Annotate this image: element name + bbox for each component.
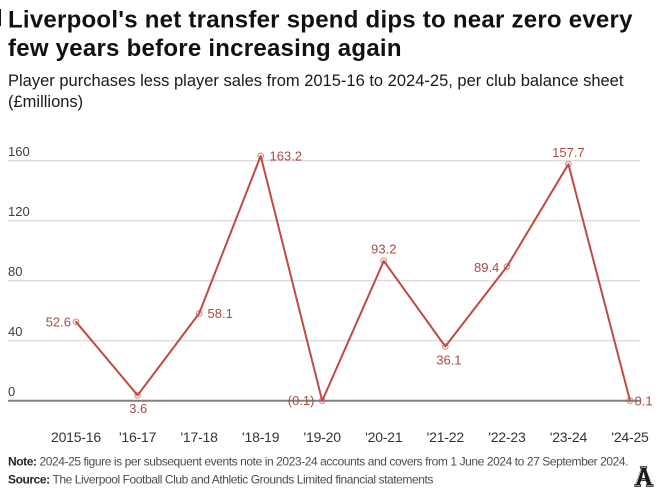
- svg-text:36.1: 36.1: [436, 352, 461, 367]
- svg-text:few years before increasing ag: few years before increasing again: [8, 35, 402, 62]
- svg-text:'24-25: '24-25: [611, 429, 649, 445]
- svg-text:2015-16: 2015-16: [51, 429, 101, 445]
- svg-text:'23-24: '23-24: [550, 429, 588, 445]
- svg-text:'18-19: '18-19: [242, 429, 280, 445]
- svg-text:0.1: 0.1: [635, 394, 653, 409]
- svg-text:'20-21: '20-21: [365, 429, 403, 445]
- svg-text:89.4: 89.4: [474, 260, 499, 275]
- svg-text:'16-17: '16-17: [119, 429, 157, 445]
- svg-text:163.2: 163.2: [270, 149, 303, 164]
- svg-text:Liverpool's net transfer spend: Liverpool's net transfer spend dips to n…: [8, 6, 633, 33]
- svg-text:40: 40: [8, 324, 22, 339]
- svg-text:157.7: 157.7: [552, 145, 585, 160]
- svg-text:80: 80: [8, 264, 22, 279]
- svg-text:'22-23: '22-23: [488, 429, 526, 445]
- svg-text:160: 160: [8, 144, 30, 159]
- svg-text:120: 120: [8, 204, 30, 219]
- svg-text:Player purchases less player s: Player purchases less player sales from …: [8, 72, 624, 90]
- svg-text:0: 0: [8, 384, 15, 399]
- svg-text:93.2: 93.2: [371, 241, 396, 256]
- svg-text:3.6: 3.6: [129, 401, 147, 416]
- svg-text:'21-22: '21-22: [427, 429, 465, 445]
- svg-text:(£millions): (£millions): [8, 93, 83, 111]
- svg-text:'19-20: '19-20: [304, 429, 342, 445]
- svg-text:'17-18: '17-18: [180, 429, 218, 445]
- svg-text:(0.1): (0.1): [288, 393, 315, 408]
- svg-text:Source: The Liverpool Football: Source: The Liverpool Football Club and …: [8, 472, 433, 486]
- svg-text:52.6: 52.6: [46, 314, 71, 329]
- svg-text:Note: 2024-25 figure is per su: Note: 2024-25 figure is per subsequent e…: [8, 455, 628, 469]
- svg-text:58.1: 58.1: [208, 306, 233, 321]
